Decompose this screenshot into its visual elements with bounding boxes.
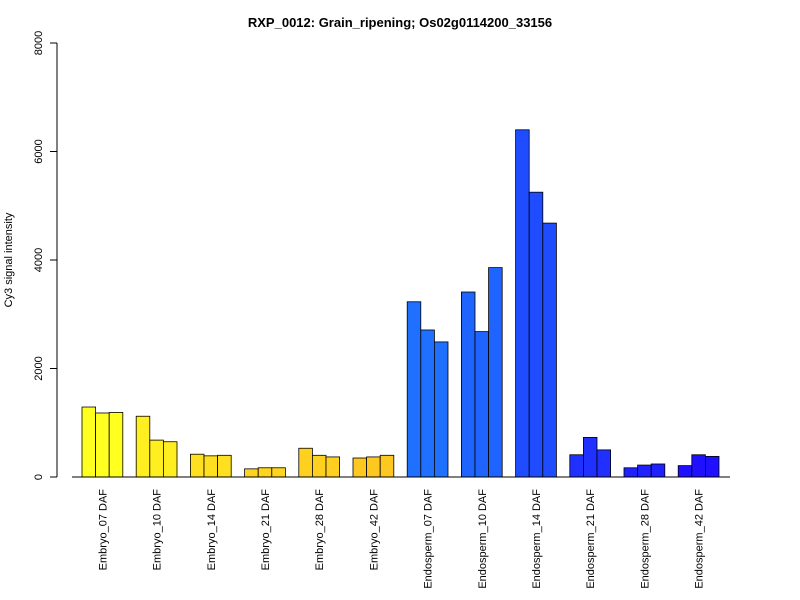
x-tick-label: Endosperm_10 DAF — [477, 489, 489, 589]
x-tick-label: Endosperm_07 DAF — [423, 489, 435, 589]
bar — [420, 329, 435, 478]
bar — [379, 454, 395, 478]
bar — [677, 465, 693, 478]
bar — [623, 467, 639, 478]
bar — [406, 301, 422, 478]
bar — [81, 406, 97, 478]
bar — [352, 457, 368, 478]
bar — [596, 449, 612, 478]
bar — [460, 291, 476, 478]
x-tick-label: Endosperm_42 DAF — [694, 489, 706, 589]
bar — [108, 412, 124, 478]
bar — [189, 453, 205, 478]
chart-title: RXP_0012: Grain_ripening; Os02g0114200_3… — [248, 15, 552, 30]
bar — [217, 454, 232, 478]
x-tick-label: Embryo_10 DAF — [152, 489, 164, 571]
bar — [528, 191, 544, 478]
bar — [257, 467, 273, 478]
bar — [298, 447, 313, 478]
x-tick-label: Embryo_21 DAF — [260, 489, 272, 571]
bar — [433, 341, 449, 478]
bar — [691, 454, 706, 478]
bar — [583, 436, 598, 478]
bar — [515, 129, 530, 478]
y-axis-label: Cy3 signal intensity — [3, 212, 15, 307]
bar — [705, 455, 720, 478]
bars — [81, 129, 720, 478]
x-tick-label: Endosperm_21 DAF — [585, 489, 597, 589]
y-tick-label: 0 — [33, 474, 45, 480]
y-tick-label: 4000 — [33, 248, 45, 272]
bar — [325, 456, 341, 478]
bar — [637, 464, 652, 478]
bar — [311, 454, 327, 478]
bar — [366, 456, 381, 478]
bar — [162, 441, 178, 478]
x-tick-label: Embryo_28 DAF — [314, 489, 326, 571]
bar — [244, 468, 259, 478]
bar — [650, 463, 666, 478]
x-tick-label: Endosperm_14 DAF — [531, 489, 543, 589]
bar — [488, 267, 503, 478]
x-axis-labels: Embryo_07 DAF Embryo_10 DAF Embryo_14 DAF E… — [97, 489, 705, 589]
x-tick-label: Endosperm_28 DAF — [639, 489, 651, 589]
y-tick-label: 8000 — [33, 31, 45, 55]
x-tick-label: Embryo_42 DAF — [368, 489, 380, 571]
y-tick-label: 6000 — [33, 139, 45, 163]
bar — [542, 222, 557, 478]
bar — [271, 467, 286, 478]
bar — [95, 412, 110, 478]
x-tick-label: Embryo_07 DAF — [97, 489, 109, 571]
bar — [569, 454, 584, 478]
bar — [135, 415, 151, 478]
bar — [474, 331, 490, 478]
x-tick-label: Embryo_14 DAF — [206, 489, 218, 571]
y-tick-label: 2000 — [33, 356, 45, 380]
y-axis: 0 2000 4000 6000 8000 — [33, 31, 58, 480]
bar — [149, 439, 164, 478]
bar — [203, 455, 219, 478]
